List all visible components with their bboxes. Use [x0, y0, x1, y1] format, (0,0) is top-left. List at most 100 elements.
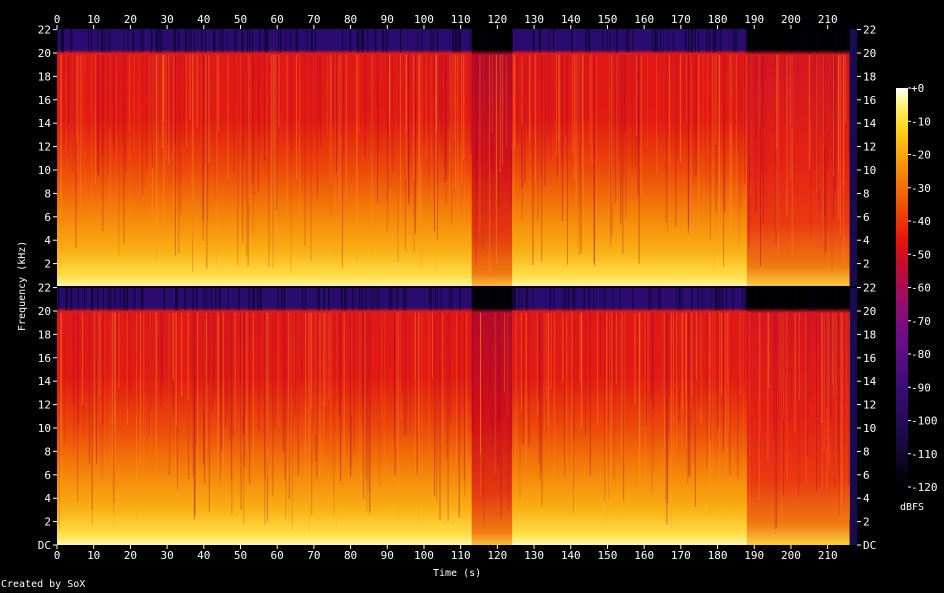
cutoff-streak [375, 29, 377, 53]
spectral-streak [759, 54, 761, 127]
cutoff-streak [606, 29, 608, 53]
cutoff-streak [77, 287, 79, 311]
cutoff-streak [205, 29, 206, 53]
cutoff-streak [97, 287, 99, 311]
spectral-streak [825, 312, 827, 409]
spectral-streak [225, 312, 227, 428]
spectral-streak [163, 54, 164, 122]
x-tick-label-bottom: 210 [818, 549, 838, 562]
spectral-streak [435, 54, 437, 271]
spectral-streak [558, 54, 560, 156]
spectral-streak [301, 312, 303, 382]
spectral-streak [765, 54, 767, 208]
spectral-streak [112, 312, 114, 514]
cutoff-streak [211, 287, 213, 311]
spectral-streak [231, 312, 233, 515]
colorbar-tick-label: -40 [911, 215, 931, 228]
spectral-streak [387, 54, 389, 139]
spectral-streak [748, 312, 750, 509]
cutoff-streak [151, 29, 153, 53]
cutoff-streak [713, 29, 714, 53]
spectral-streak [662, 312, 664, 480]
spectral-streak [726, 312, 728, 516]
cutoff-streak [459, 29, 461, 53]
spectral-streak [667, 312, 669, 439]
spectral-streak [219, 312, 221, 480]
cutoff-streak [574, 287, 576, 311]
spectral-streak [755, 54, 757, 140]
spectral-streak [838, 54, 840, 221]
y-tick-label-right: 14 [863, 117, 877, 130]
spectral-streak [666, 312, 668, 525]
spectral-streak [186, 54, 187, 147]
spectral-streak [207, 312, 209, 384]
spectral-streak [707, 54, 709, 157]
spectral-streak [133, 54, 135, 153]
spectral-streak [638, 54, 640, 264]
spectral-streak [418, 54, 420, 219]
spectral-streak [413, 54, 415, 253]
spectral-streak [329, 54, 331, 181]
cutoff-streak [126, 287, 128, 311]
cutoff-streak [792, 29, 793, 53]
cutoff-streak [203, 287, 205, 311]
spectral-streak [809, 54, 811, 167]
cutoff-streak [511, 29, 513, 53]
cutoff-streak [400, 29, 402, 53]
spectral-streak [472, 312, 474, 472]
spectral-streak [399, 54, 401, 224]
spectral-streak [196, 54, 198, 128]
y-tick-label-left: 18 [38, 328, 51, 341]
spectral-streak [476, 54, 478, 161]
spectrogram-plots [57, 29, 857, 545]
spectral-streak [109, 312, 111, 380]
spectral-streak [507, 312, 509, 418]
x-tick-label-top: 70 [307, 13, 320, 26]
quiet-section [471, 29, 513, 287]
spectral-streak [551, 54, 553, 133]
cutoff-streak [567, 287, 569, 311]
spectral-streak [791, 54, 793, 253]
spectral-streak [496, 54, 498, 123]
spectral-streak [647, 312, 649, 393]
cutoff-streak [673, 29, 674, 53]
spectral-streak [338, 54, 340, 201]
cutoff-streak [161, 29, 163, 53]
spectral-streak [465, 312, 467, 476]
spectral-streak [377, 54, 378, 203]
spectral-streak [333, 312, 335, 515]
spectral-streak [345, 54, 347, 201]
x-tick-label-top: 0 [54, 13, 61, 26]
spectral-streak [113, 54, 115, 154]
spectral-streak [493, 312, 495, 460]
cutoff-streak [281, 287, 283, 311]
spectral-streak [470, 54, 472, 154]
spectral-streak [668, 54, 670, 234]
spectral-streak [470, 312, 472, 430]
spectral-streak [824, 54, 826, 215]
cutoff-streak [710, 287, 712, 311]
spectral-streak [711, 312, 713, 481]
spectral-streak [782, 312, 784, 495]
spectral-streak [498, 312, 500, 418]
cutoff-streak [283, 287, 285, 311]
cutoff-streak [793, 287, 795, 311]
spectral-streak [330, 54, 332, 229]
spectral-streak [176, 312, 178, 490]
spectral-streak [330, 312, 332, 443]
spectral-streak [685, 54, 687, 122]
cutoff-streak [267, 29, 269, 53]
spectral-streak [719, 312, 721, 486]
spectral-streak [760, 54, 761, 266]
cutoff-streak [104, 29, 106, 53]
colorbar-tick-label: -120 [911, 481, 938, 494]
x-tick-label-bottom: 60 [271, 549, 284, 562]
spectral-streak [233, 312, 235, 429]
spectral-streak [606, 312, 608, 402]
spectral-streak [118, 54, 120, 256]
spectral-streak [723, 312, 725, 451]
spectral-streak [840, 312, 842, 509]
cutoff-streak [690, 29, 692, 53]
spectral-streak [267, 312, 268, 522]
cutoff-streak [755, 287, 757, 311]
